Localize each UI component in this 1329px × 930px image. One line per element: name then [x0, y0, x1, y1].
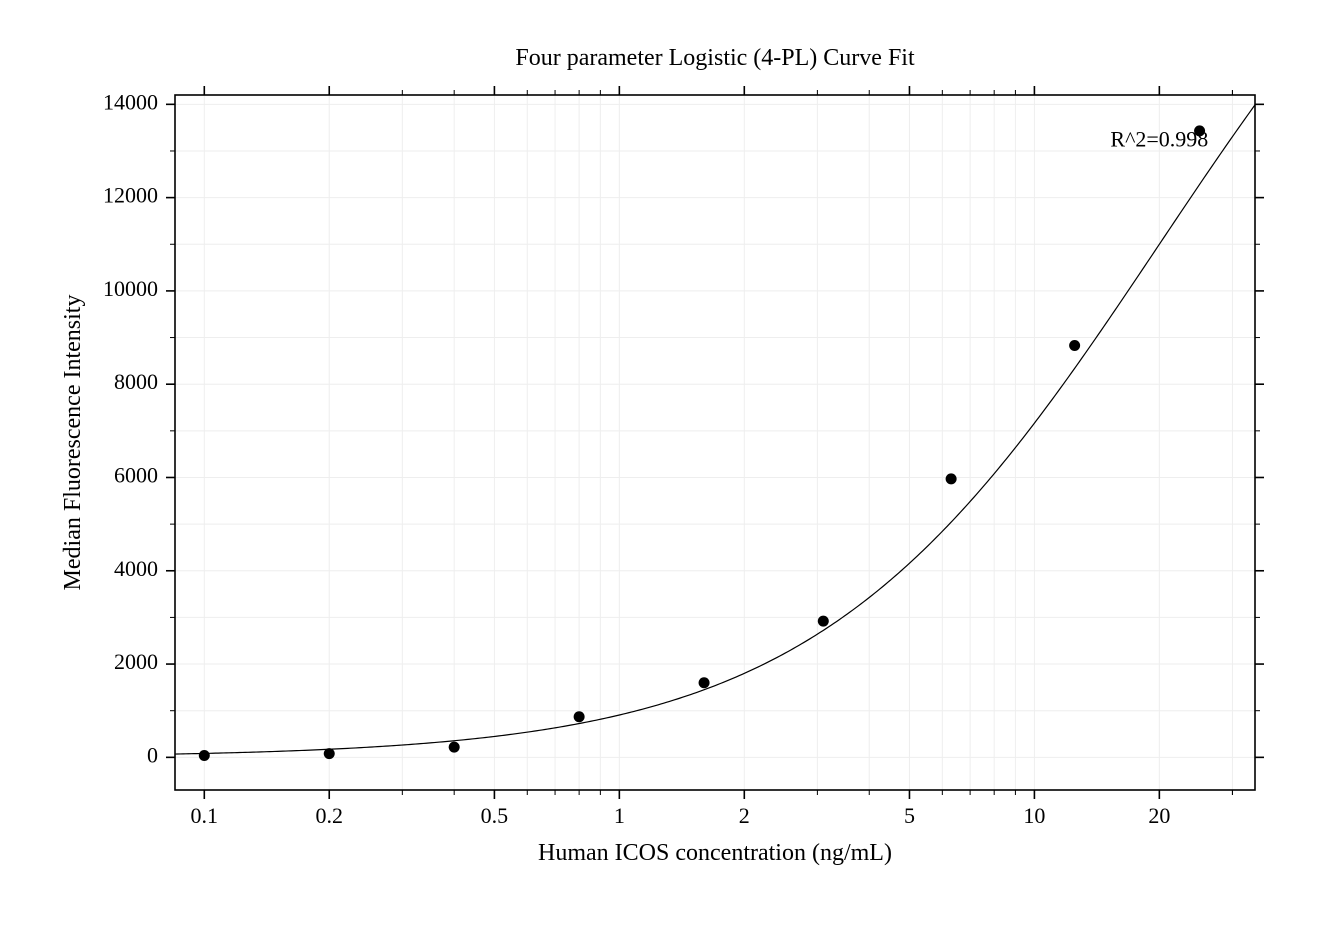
data-point	[449, 742, 460, 753]
data-point	[1069, 340, 1080, 351]
y-tick-label: 6000	[114, 463, 158, 488]
data-point	[324, 748, 335, 759]
y-tick-label: 10000	[103, 276, 158, 301]
y-tick-label: 14000	[103, 89, 158, 114]
x-tick-label: 20	[1148, 803, 1170, 828]
data-point	[818, 616, 829, 627]
x-axis-label: Human ICOS concentration (ng/mL)	[538, 840, 892, 866]
y-tick-label: 12000	[103, 183, 158, 208]
y-tick-label: 0	[147, 742, 158, 767]
x-tick-label: 0.2	[315, 803, 343, 828]
x-tick-label: 1	[614, 803, 625, 828]
x-tick-label: 0.1	[191, 803, 219, 828]
chart-stage: 0 2000 4000 6000 8000 10000 12000 14000 0.1 0.2 0.…	[0, 0, 1329, 930]
y-tick-label: 4000	[114, 556, 158, 581]
y-tick-label: 2000	[114, 649, 158, 674]
data-point	[699, 677, 710, 688]
r-squared-annotation: R^2=0.998	[1110, 126, 1208, 151]
data-point	[199, 750, 210, 761]
x-tick-label: 10	[1023, 803, 1045, 828]
data-point	[946, 473, 957, 484]
chart-title: Four parameter Logistic (4-PL) Curve Fit	[515, 45, 915, 71]
x-tick-label: 0.5	[481, 803, 509, 828]
y-axis-label: Median Fluorescence Intensity	[60, 295, 86, 591]
x-tick-label: 5	[904, 803, 915, 828]
chart-svg: 0 2000 4000 6000 8000 10000 12000 14000 0.1 0.2 0.…	[0, 0, 1329, 930]
y-tick-label: 8000	[114, 369, 158, 394]
x-tick-label: 2	[739, 803, 750, 828]
data-point	[574, 711, 585, 722]
